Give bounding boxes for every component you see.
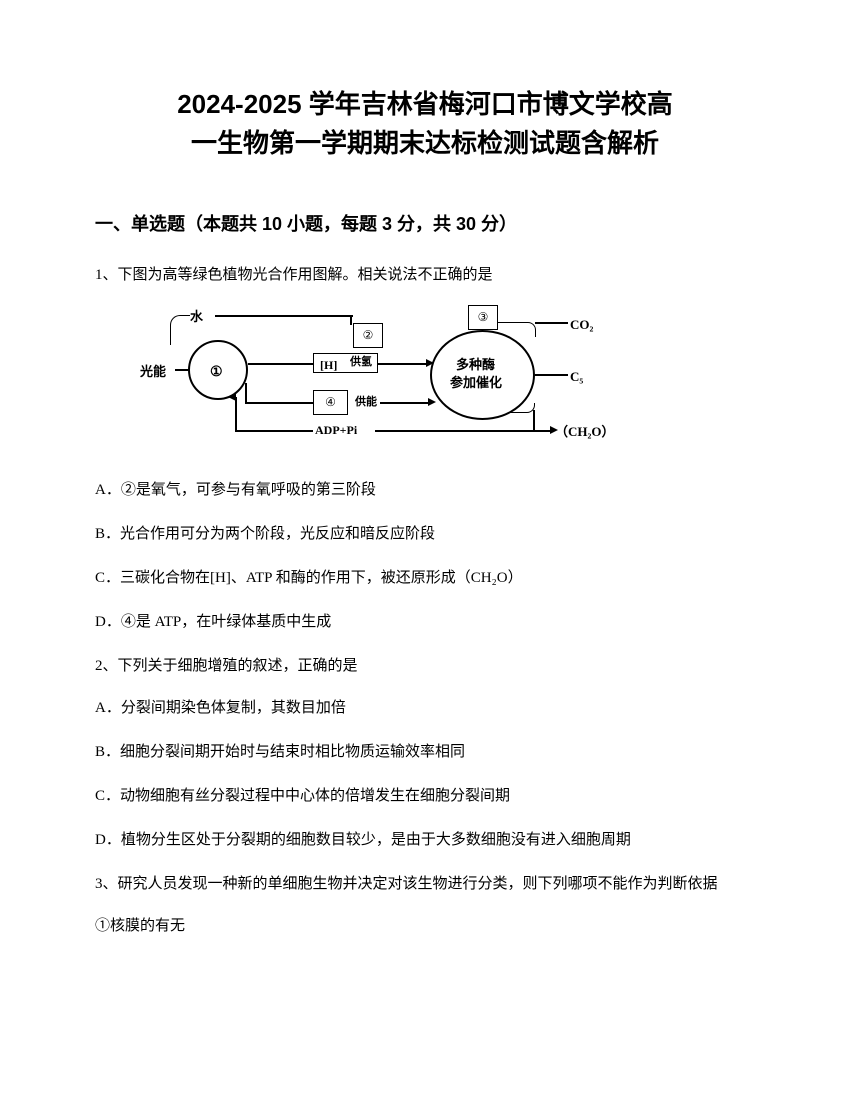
document-title: 2024-2025 学年吉林省梅河口市博文学校高 一生物第一学期期末达标检测试题… — [95, 85, 755, 163]
arrow — [428, 398, 436, 406]
label-c5: C₅ — [570, 365, 583, 388]
label-water: 水 — [190, 305, 203, 328]
q2-option-c: C．动物细胞有丝分裂过程中中心体的倍增发生在细胞分裂间期 — [95, 781, 755, 811]
diagram-line — [375, 430, 535, 432]
diagram-line — [535, 322, 568, 324]
question-3-text: 3、研究人员发现一种新的单细胞生物并决定对该生物进行分类，则下列哪项不能作为判断… — [95, 869, 755, 899]
arrow — [228, 393, 236, 401]
q1-option-a: A．②是氧气，可参与有氧呼吸的第三阶段 — [95, 475, 755, 505]
diagram-line — [245, 402, 313, 404]
section-1-header: 一、单选题（本题共 10 小题，每题 3 分，共 30 分） — [95, 208, 755, 240]
label-supply-energy: 供能 — [355, 393, 377, 413]
title-line-1: 2024-2025 学年吉林省梅河口市博文学校高 — [177, 89, 673, 119]
label-num1: ① — [210, 360, 223, 385]
diagram-line — [248, 363, 313, 365]
diagram-line — [235, 397, 237, 432]
box-4: ④ — [313, 390, 348, 415]
box-2: ② — [353, 323, 383, 348]
diagram-curve — [170, 315, 190, 345]
q1-option-b: B．光合作用可分为两个阶段，光反应和暗反应阶段 — [95, 519, 755, 549]
question-2-text: 2、下列关于细胞增殖的叙述，正确的是 — [95, 651, 755, 681]
diagram-line — [380, 402, 430, 404]
diagram-line — [533, 410, 535, 432]
question-1-text: 1、下图为高等绿色植物光合作用图解。相关说法不正确的是 — [95, 260, 755, 290]
arrow — [550, 426, 558, 434]
box-3: ③ — [468, 305, 498, 330]
diagram-line — [245, 383, 247, 403]
q2-option-b: B．细胞分裂间期开始时与结束时相比物质运输效率相同 — [95, 737, 755, 767]
label-ch2o: （CH₂O） — [555, 420, 615, 443]
h-box — [313, 353, 378, 373]
diagram-line — [215, 315, 330, 317]
q2-option-d: D．植物分生区处于分裂期的细胞数目较少，是由于大多数细胞没有进入细胞周期 — [95, 825, 755, 855]
diagram-curve — [510, 403, 535, 413]
q1-option-c: C．三碳化合物在[H]、ATP 和酶的作用下，被还原形成（CH₂O） — [95, 563, 755, 593]
q1-option-d: D．④是 ATP，在叶绿体基质中生成 — [95, 607, 755, 637]
label-adp: ADP+Pi — [315, 420, 357, 442]
photosynthesis-diagram: 水 光能 ① ② [H] 供氢 ④ 供能 ADP+Pi 多种酶 参加催化 — [140, 305, 640, 455]
diagram-line — [350, 315, 352, 325]
label-num3: ③ — [478, 307, 489, 329]
label-light: 光能 — [140, 360, 166, 383]
label-num4: ④ — [325, 392, 336, 414]
diagram-curve — [498, 322, 536, 337]
label-enzyme2: 参加催化 — [450, 371, 502, 394]
label-co2: CO₂ — [570, 313, 593, 336]
title-line-2: 一生物第一学期期末达标检测试题含解析 — [191, 128, 659, 158]
label-num2: ② — [363, 325, 374, 347]
diagram-line — [378, 363, 428, 365]
diagram-line — [535, 374, 568, 376]
q2-option-a: A．分裂间期染色体复制，其数目加倍 — [95, 693, 755, 723]
diagram-line — [235, 430, 313, 432]
q3-item-1: ①核膜的有无 — [95, 911, 755, 941]
